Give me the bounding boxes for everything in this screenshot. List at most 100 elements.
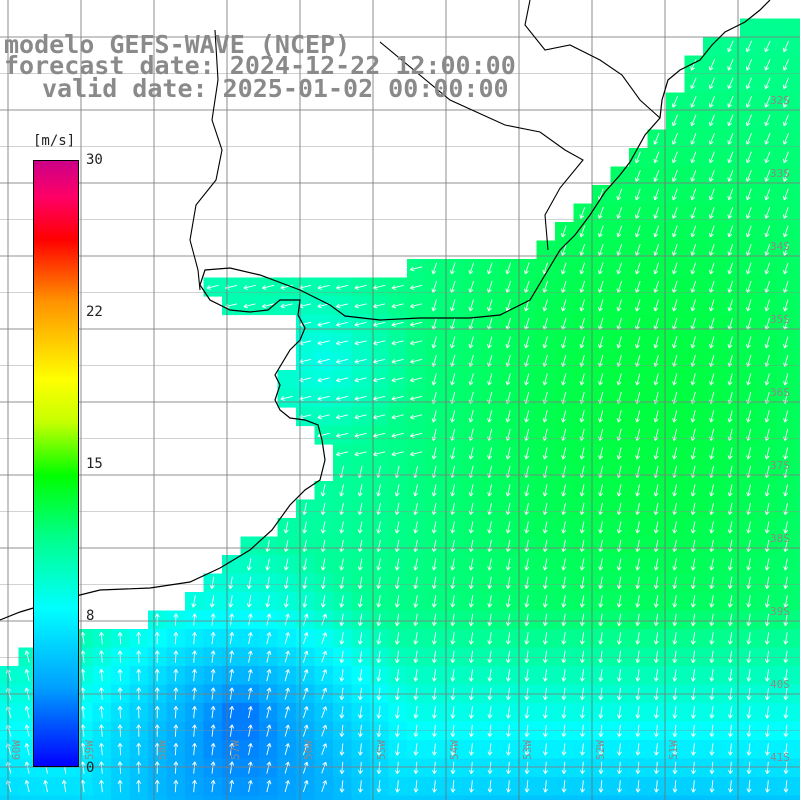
wind-arrow [746,354,752,367]
wind-arrow [727,169,734,182]
field-cell [795,777,800,797]
wind-arrow [373,321,386,327]
wind-arrow [431,373,437,386]
wind-arrow [764,40,771,53]
wind-arrow [410,451,423,457]
wind-arrow [746,299,752,312]
wind-arrow [690,133,697,145]
lat-label: 34S [770,240,790,253]
wind-arrow [524,336,530,349]
wind-arrow [542,280,549,293]
wind-arrow [468,262,475,275]
wind-arrow [561,262,567,275]
wind-arrow [745,59,753,71]
wind-arrow [542,447,548,460]
field-cell [277,370,297,390]
wind-arrow [764,354,770,367]
wind-arrow [782,96,790,108]
wind-arrow [524,354,530,367]
wind-arrow [709,262,715,275]
field-cell [518,795,538,800]
field-cell [795,351,800,371]
field-cell [536,795,556,800]
wind-arrow [505,299,511,312]
wind-arrow [764,114,771,127]
wind-arrow [764,262,771,275]
field-cell [370,795,390,800]
wind-arrow [468,299,474,312]
wind-arrow [431,410,437,423]
wind-arrow [727,243,734,256]
wind-arrow [764,280,771,293]
wind-arrow [672,447,678,460]
field-cell [795,536,800,556]
wind-arrow [561,299,567,312]
wind-arrow [709,225,715,238]
field-cell [795,481,800,501]
wind-arrow [468,373,474,386]
wind-arrow [354,340,367,346]
colorbar-unit: [m/s] [33,133,76,149]
wind-arrow [782,206,789,219]
field-cell [795,425,800,445]
wind-arrow [727,280,734,293]
wind-arrow [727,133,734,145]
wind-arrow [468,410,474,423]
wind-arrow [635,280,641,293]
field-cell [703,795,723,800]
wind-arrow [336,284,349,290]
lat-label: 40S [770,678,790,691]
wind-arrow [317,284,330,290]
field-cell [795,795,800,800]
lon-label: 51W [667,740,680,760]
wind-arrow [709,243,715,256]
wind-arrow [450,299,456,312]
wind-arrow [782,114,789,127]
wind-arrow [746,225,752,238]
field-cell [795,388,800,408]
wind-arrow [690,151,697,164]
wind-arrow [671,96,679,108]
wind-arrow [690,206,697,219]
wind-arrow [635,410,641,423]
field-cell [203,795,223,800]
wind-arrow [354,377,367,383]
field-cell [18,795,38,800]
field-cell [92,795,112,800]
wind-arrow [764,188,771,201]
wind-arrow [671,151,678,164]
wind-arrow [450,336,456,349]
wind-arrow [336,377,349,383]
wind-arrow [672,280,678,293]
wind-arrow [671,114,678,127]
wind-arrow [561,225,567,238]
field-cell [795,240,800,260]
field-cell [388,795,408,800]
wind-arrow [690,373,696,386]
field-cell [37,795,57,800]
wind-arrow [616,354,622,367]
wind-arrow [690,77,697,90]
wind-arrow [764,447,770,460]
lon-label: 57W [229,740,242,760]
wind-arrow [653,151,660,164]
wind-arrow [635,299,641,312]
wind-arrow [745,133,752,145]
wind-arrow [597,206,604,219]
wind-arrow [783,225,789,238]
wind-arrow [373,414,386,420]
wind-arrow [579,243,586,256]
wind-arrow [635,243,641,256]
field-cell [795,518,800,538]
lon-label: 60W [10,740,23,760]
field-cell [795,148,800,168]
wind-arrow [764,225,771,238]
wind-arrow [598,447,604,460]
wind-arrow [653,373,659,386]
field-cell [795,444,800,464]
wind-arrow [635,447,641,460]
field-cell [795,721,800,741]
field-cell [795,37,800,57]
field-cell [795,18,800,38]
wind-arrow [542,299,548,312]
